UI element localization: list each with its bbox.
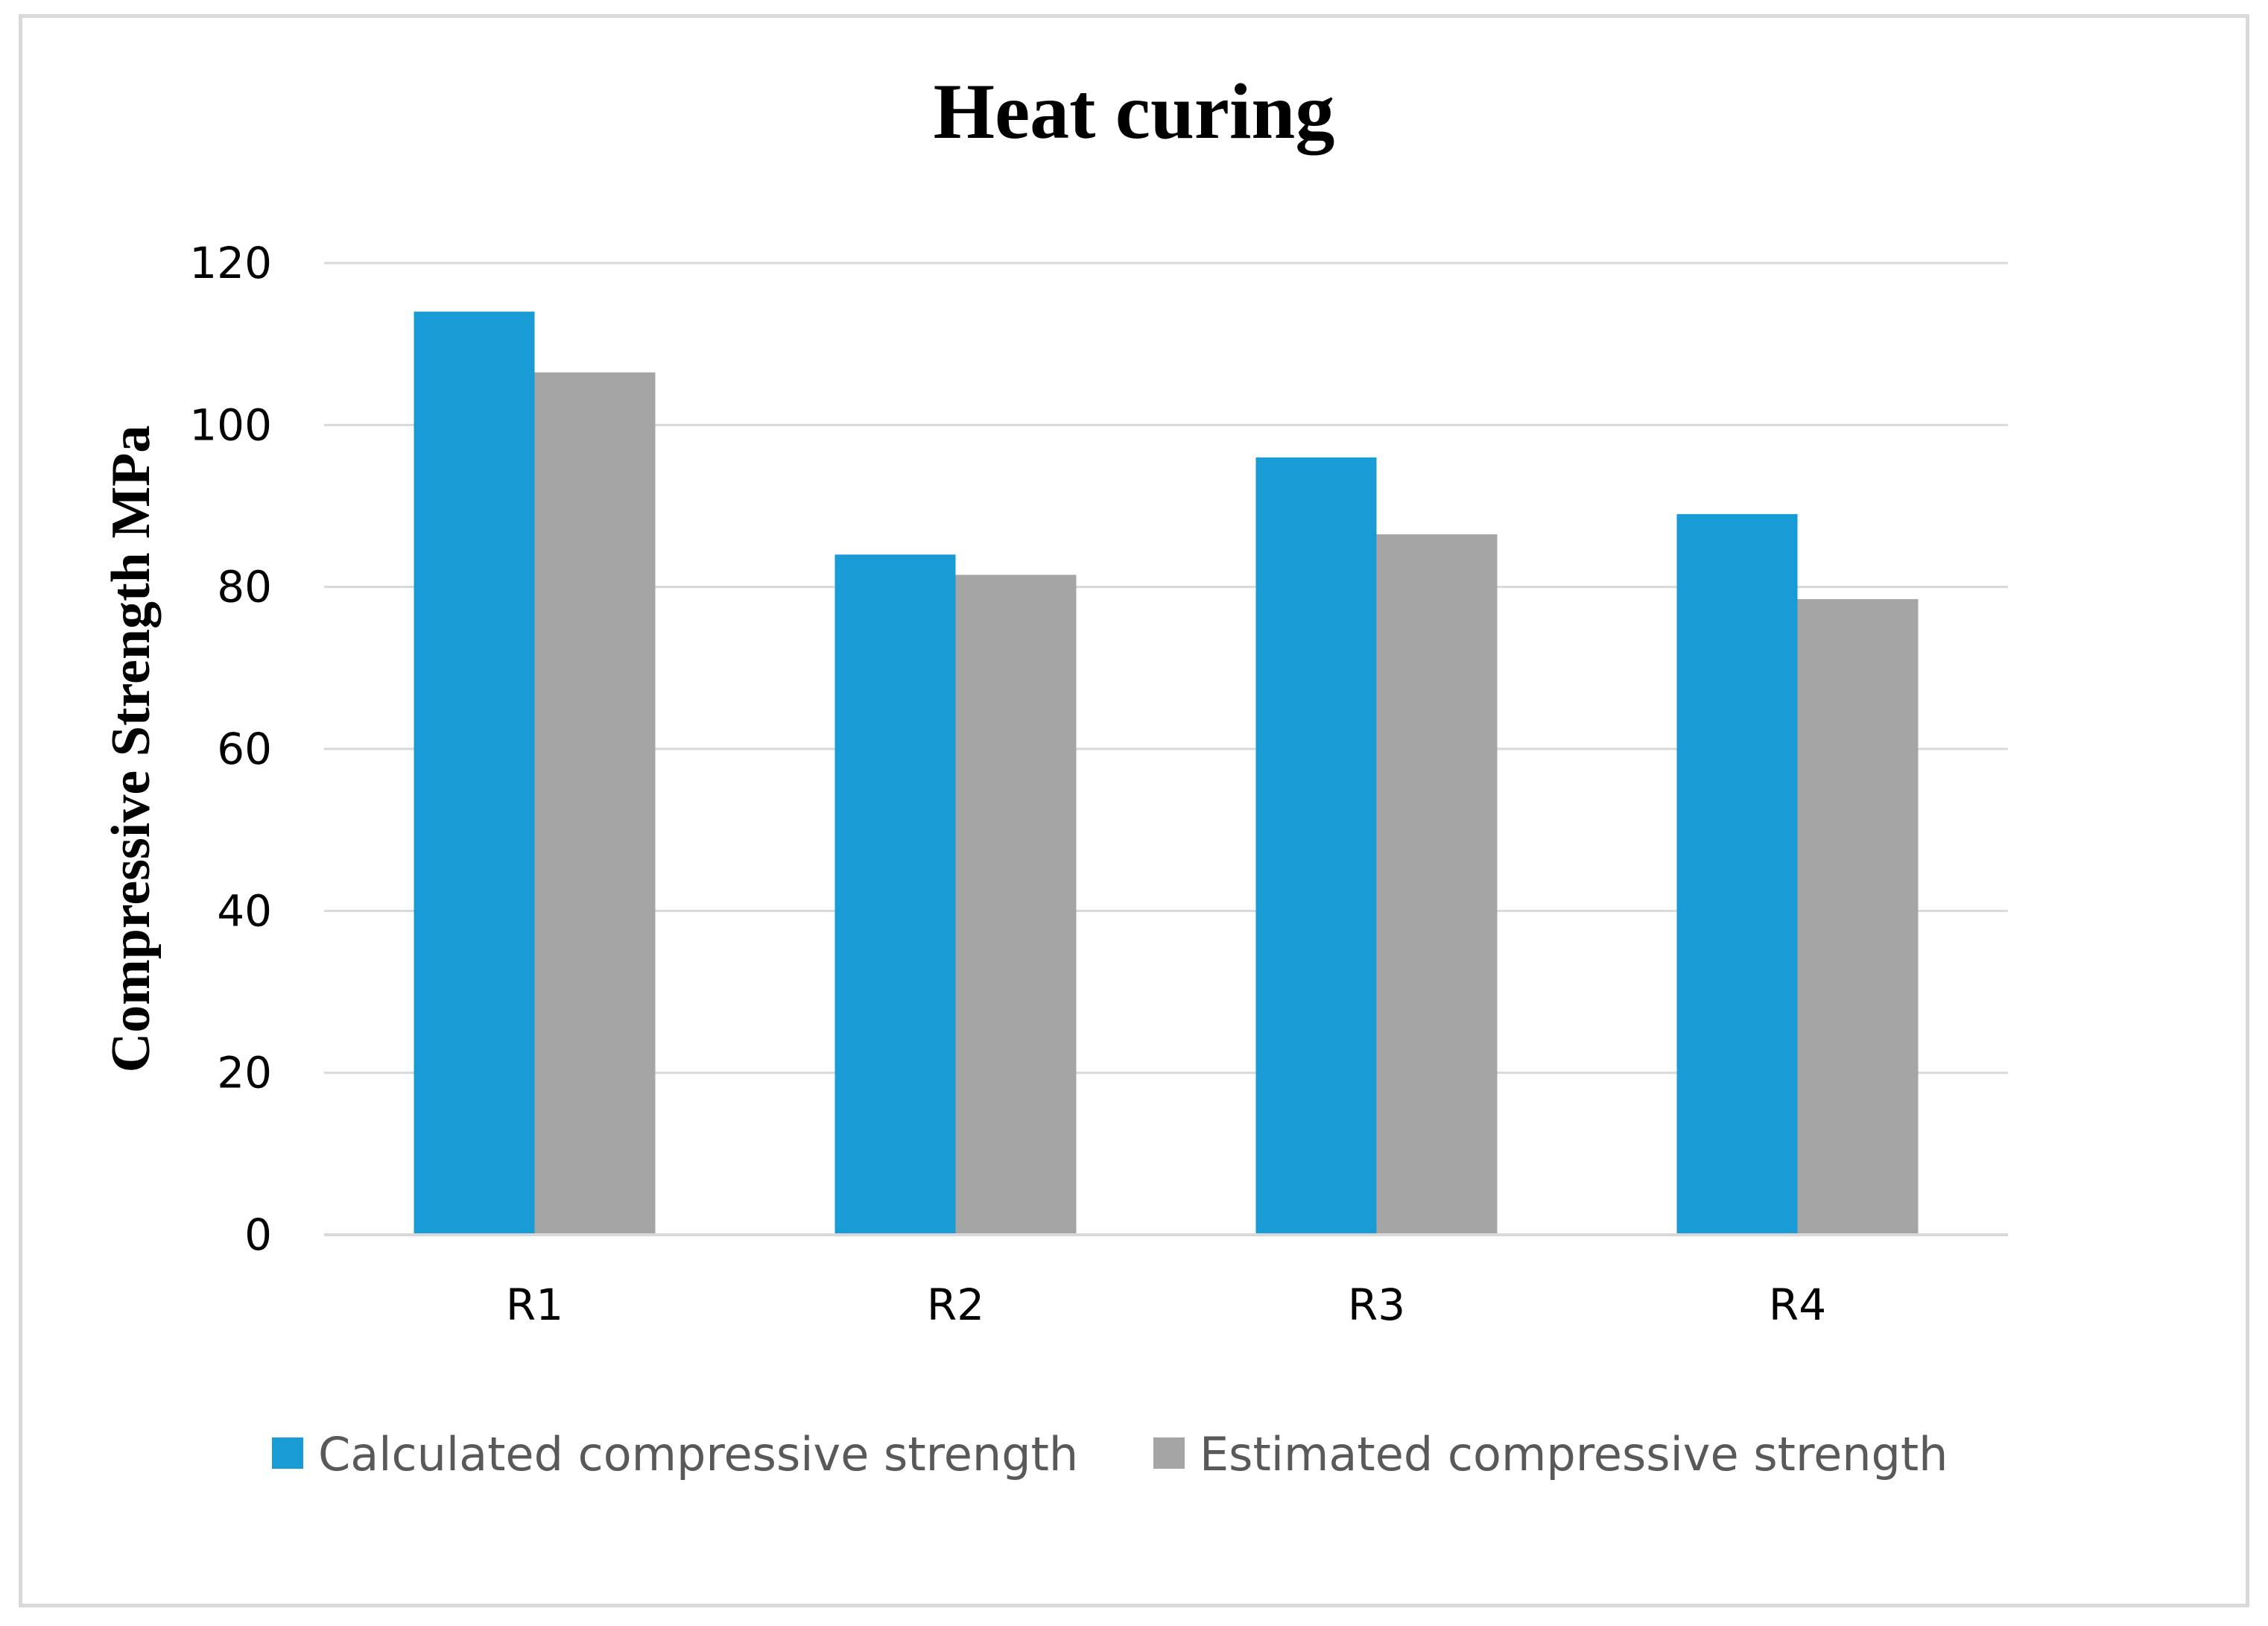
bar-r2-calculated [834, 554, 956, 1235]
legend-label-estimated: Estimated compressive strength [1200, 1427, 1948, 1481]
y-axis-label: Compressive Strength MPa [101, 426, 162, 1073]
legend-swatch-estimated [1153, 1437, 1185, 1469]
y-tick-label: 40 [217, 885, 272, 936]
x-axis-ticks: R1 R2 R3 R4 [506, 1279, 1826, 1330]
bars [414, 311, 1919, 1236]
x-tick-label: R2 [927, 1279, 984, 1330]
y-tick-label: 20 [217, 1048, 272, 1098]
bar-r4-estimated [1797, 598, 1919, 1235]
bar-r3-estimated [1376, 534, 1498, 1235]
y-tick-label: 80 [217, 562, 272, 613]
y-tick-label: 0 [244, 1209, 272, 1260]
legend-label-calculated: Calculated compressive strength [318, 1427, 1078, 1481]
bar-r1-estimated [534, 372, 656, 1236]
x-tick-label: R3 [1348, 1279, 1405, 1330]
x-tick-label: R4 [1769, 1279, 1826, 1330]
bar-r2-estimated [955, 575, 1077, 1235]
legend: Calculated compressive strength Estimated… [272, 1427, 1948, 1481]
y-tick-label: 100 [189, 399, 272, 450]
y-tick-label: 60 [217, 724, 272, 774]
x-tick-label: R1 [506, 1279, 563, 1330]
bar-r1-calculated [414, 311, 535, 1236]
bar-r3-calculated [1255, 457, 1377, 1235]
y-axis-ticks: 0 20 40 60 80 100 120 [189, 238, 272, 1260]
y-tick-label: 120 [189, 238, 272, 288]
bar-r4-calculated [1676, 513, 1798, 1235]
chart-title: Heat curing [934, 68, 1335, 155]
legend-swatch-calculated [272, 1437, 303, 1469]
